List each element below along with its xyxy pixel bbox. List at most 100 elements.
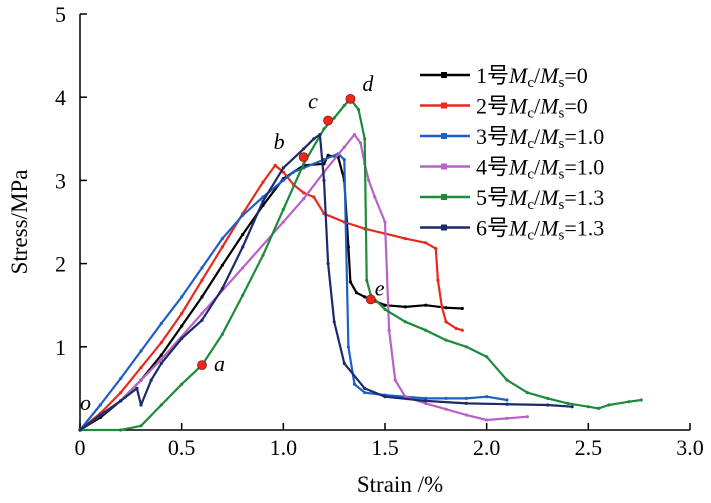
annotation-layer: a bc d e [197, 71, 385, 376]
series-line [79, 152, 508, 431]
data-point [135, 386, 139, 390]
data-point [403, 320, 407, 324]
series-line [79, 133, 528, 431]
y-axis-title: Stress/MPa [7, 170, 32, 275]
data-point [302, 197, 306, 201]
data-point [424, 303, 428, 307]
data-point [367, 178, 371, 182]
data-point [281, 178, 285, 182]
data-point [444, 338, 448, 342]
data-point [525, 415, 529, 419]
data-point [363, 137, 367, 141]
data-point [318, 133, 322, 137]
series-6 [78, 133, 574, 432]
annotation-label: b [274, 129, 285, 154]
annotation-label: d [362, 71, 374, 96]
data-point [241, 293, 245, 297]
data-point [180, 336, 184, 341]
data-point [387, 328, 391, 332]
data-point [200, 278, 204, 282]
data-point [322, 127, 326, 131]
data-point [302, 147, 306, 151]
data-point [440, 305, 444, 309]
data-point [98, 413, 102, 417]
legend-marker [441, 72, 447, 78]
data-point [352, 382, 357, 386]
data-point [302, 162, 306, 166]
data-point [363, 391, 367, 395]
data-point [332, 116, 336, 120]
data-point [403, 305, 407, 309]
data-point [639, 398, 643, 402]
x-tick-label: 1.5 [371, 435, 399, 460]
data-point [505, 378, 509, 382]
data-point [505, 416, 509, 420]
data-point [273, 163, 277, 167]
data-point [200, 266, 204, 270]
x-tick-label: 2.0 [473, 435, 501, 460]
data-point [281, 166, 285, 170]
data-point [485, 355, 489, 359]
data-point [241, 245, 245, 249]
data-point [359, 141, 363, 145]
data-point [505, 402, 509, 406]
data-point [332, 320, 336, 324]
data-point [159, 403, 163, 407]
annotation-label: c [308, 88, 318, 113]
data-point [180, 324, 184, 328]
data-point [444, 407, 448, 411]
data-point [607, 403, 611, 407]
data-point [546, 403, 550, 407]
data-point [383, 395, 387, 399]
data-point [352, 133, 357, 137]
data-point [312, 137, 316, 141]
x-tick-label: 3.0 [676, 435, 704, 460]
data-point [180, 382, 184, 386]
data-point [424, 328, 428, 332]
data-point [434, 247, 438, 251]
x-tick-label: 0 [75, 435, 86, 460]
data-point [444, 320, 448, 324]
data-point [365, 278, 369, 282]
legend-label: 2号Mc/Ms=0 [476, 94, 588, 122]
data-point [220, 263, 224, 267]
x-axis-title: Strain /% [357, 472, 443, 497]
series-4 [78, 133, 529, 432]
data-point [119, 399, 123, 403]
data-point [302, 191, 306, 195]
x-tick-label: 0.5 [168, 435, 196, 460]
data-point [444, 306, 448, 310]
legend-item-5: 5号Mc/Ms=1.3 [420, 185, 604, 213]
data-point [393, 378, 397, 382]
data-point [291, 170, 296, 174]
data-point [627, 400, 631, 404]
data-point [159, 341, 163, 345]
data-point [342, 361, 346, 365]
data-point [424, 401, 428, 405]
legend-item-1: 1号Mc/Ms=0 [420, 63, 588, 91]
data-point [546, 396, 550, 400]
annotation-marker [197, 360, 207, 371]
data-point [436, 278, 440, 282]
data-point [261, 253, 265, 257]
annotation-label: a [214, 351, 225, 376]
annotation-label: e [375, 275, 385, 300]
data-point [454, 326, 458, 331]
data-point [464, 413, 468, 417]
data-point [354, 291, 359, 295]
data-point [261, 180, 265, 184]
data-point [159, 321, 163, 326]
legend-item-4: 4号Mc/Ms=1.0 [420, 155, 604, 183]
x-tick-label: 2.5 [575, 435, 603, 460]
data-point [460, 306, 464, 311]
data-point [281, 220, 285, 224]
data-point [241, 232, 245, 237]
data-point [281, 207, 285, 212]
data-point [464, 345, 468, 349]
data-point [383, 220, 387, 224]
origin-label: o [80, 390, 91, 415]
data-point [460, 328, 464, 332]
annotation-marker [345, 93, 356, 104]
legend-item-3: 3号Mc/Ms=1.0 [420, 124, 604, 152]
